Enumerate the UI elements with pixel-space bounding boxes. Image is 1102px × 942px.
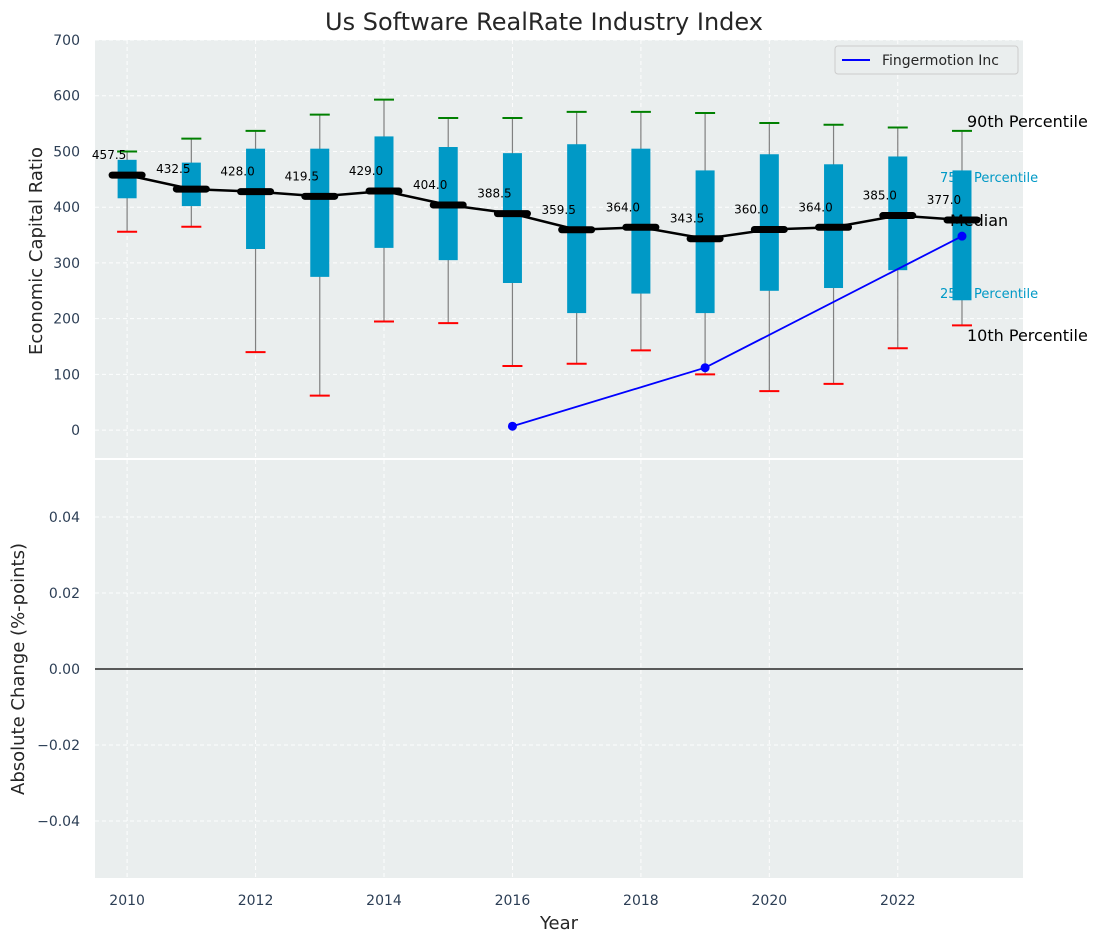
median-data-label: 457.5 — [92, 148, 126, 162]
median-data-label: 385.0 — [863, 189, 897, 203]
bottom-y-tick-label: 0.04 — [49, 510, 80, 526]
top-y-tick-label: 300 — [53, 256, 80, 272]
median-data-label: 364.0 — [606, 200, 640, 214]
legend: Fingermotion Inc — [834, 45, 1019, 75]
median-data-label: 419.5 — [285, 169, 319, 183]
bottom-y-tick-label: −0.02 — [37, 738, 80, 754]
legend-box — [834, 45, 1019, 75]
bottom-y-tick-label: 0.02 — [49, 586, 80, 602]
median-data-label: 428.0 — [220, 165, 254, 179]
median-data-label: 429.0 — [349, 164, 383, 178]
bottom-y-axis-label: Absolute Change (%-points) — [8, 543, 29, 795]
median-data-label: 360.0 — [734, 202, 768, 216]
box-iqr — [759, 154, 779, 291]
x-tick-label: 2022 — [880, 893, 916, 909]
top-y-tick-label: 500 — [53, 144, 80, 160]
top-y-tick-label: 0 — [71, 423, 80, 439]
median-data-label: 359.5 — [541, 203, 575, 217]
bottom-y-tick-label: 0.00 — [49, 662, 80, 678]
axis-ticks: 2010 2012 2014 2016 2018 2020 2022 0 100 200 300 40… — [37, 33, 915, 909]
top-panel-background — [95, 40, 1023, 458]
median-data-label: 388.5 — [477, 187, 511, 201]
median-data-label: 343.5 — [670, 212, 704, 226]
top-y-tick-label: 200 — [53, 312, 80, 328]
series-point — [957, 231, 967, 241]
series-point — [700, 363, 710, 373]
annotation-p75: 75th Percentile — [940, 171, 1038, 186]
box-iqr — [310, 148, 330, 277]
top-y-tick-label: 400 — [53, 200, 80, 216]
x-tick-label: 2014 — [366, 893, 402, 909]
legend-label: Fingermotion Inc — [882, 53, 999, 69]
median-data-label: 377.0 — [927, 193, 961, 207]
box-iqr — [246, 148, 266, 249]
box-iqr — [631, 148, 651, 294]
annotation-p10: 10th Percentile — [967, 326, 1088, 345]
annotation-p90: 90th Percentile — [967, 112, 1088, 131]
box-iqr — [117, 159, 137, 199]
median-data-label: 404.0 — [413, 178, 447, 192]
box-iqr — [181, 162, 201, 207]
x-tick-label: 2018 — [623, 893, 659, 909]
chart-title: Us Software RealRate Industry Index — [325, 8, 763, 36]
box-iqr — [502, 153, 522, 283]
median-data-label: 364.0 — [798, 200, 832, 214]
top-y-tick-label: 600 — [53, 89, 80, 105]
x-axis-label: Year — [539, 913, 579, 934]
bottom-y-tick-label: −0.04 — [37, 814, 80, 830]
top-y-tick-label: 700 — [53, 33, 80, 49]
x-tick-label: 2012 — [238, 893, 274, 909]
median-data-label: 432.5 — [156, 162, 190, 176]
top-panel-marks: 457.5 432.5 428.0 419.5 429.0 404.0 388.5 359.5… — [92, 98, 981, 431]
x-tick-label: 2010 — [109, 893, 145, 909]
x-tick-label: 2020 — [752, 893, 788, 909]
top-y-tick-label: 100 — [53, 367, 80, 383]
x-tick-label: 2016 — [495, 893, 531, 909]
series-point — [507, 421, 517, 431]
top-y-axis-label: Economic Capital Ratio — [26, 147, 47, 355]
annotation-median: Median — [950, 211, 1008, 230]
annotation-p25: 25th Percentile — [940, 287, 1038, 302]
